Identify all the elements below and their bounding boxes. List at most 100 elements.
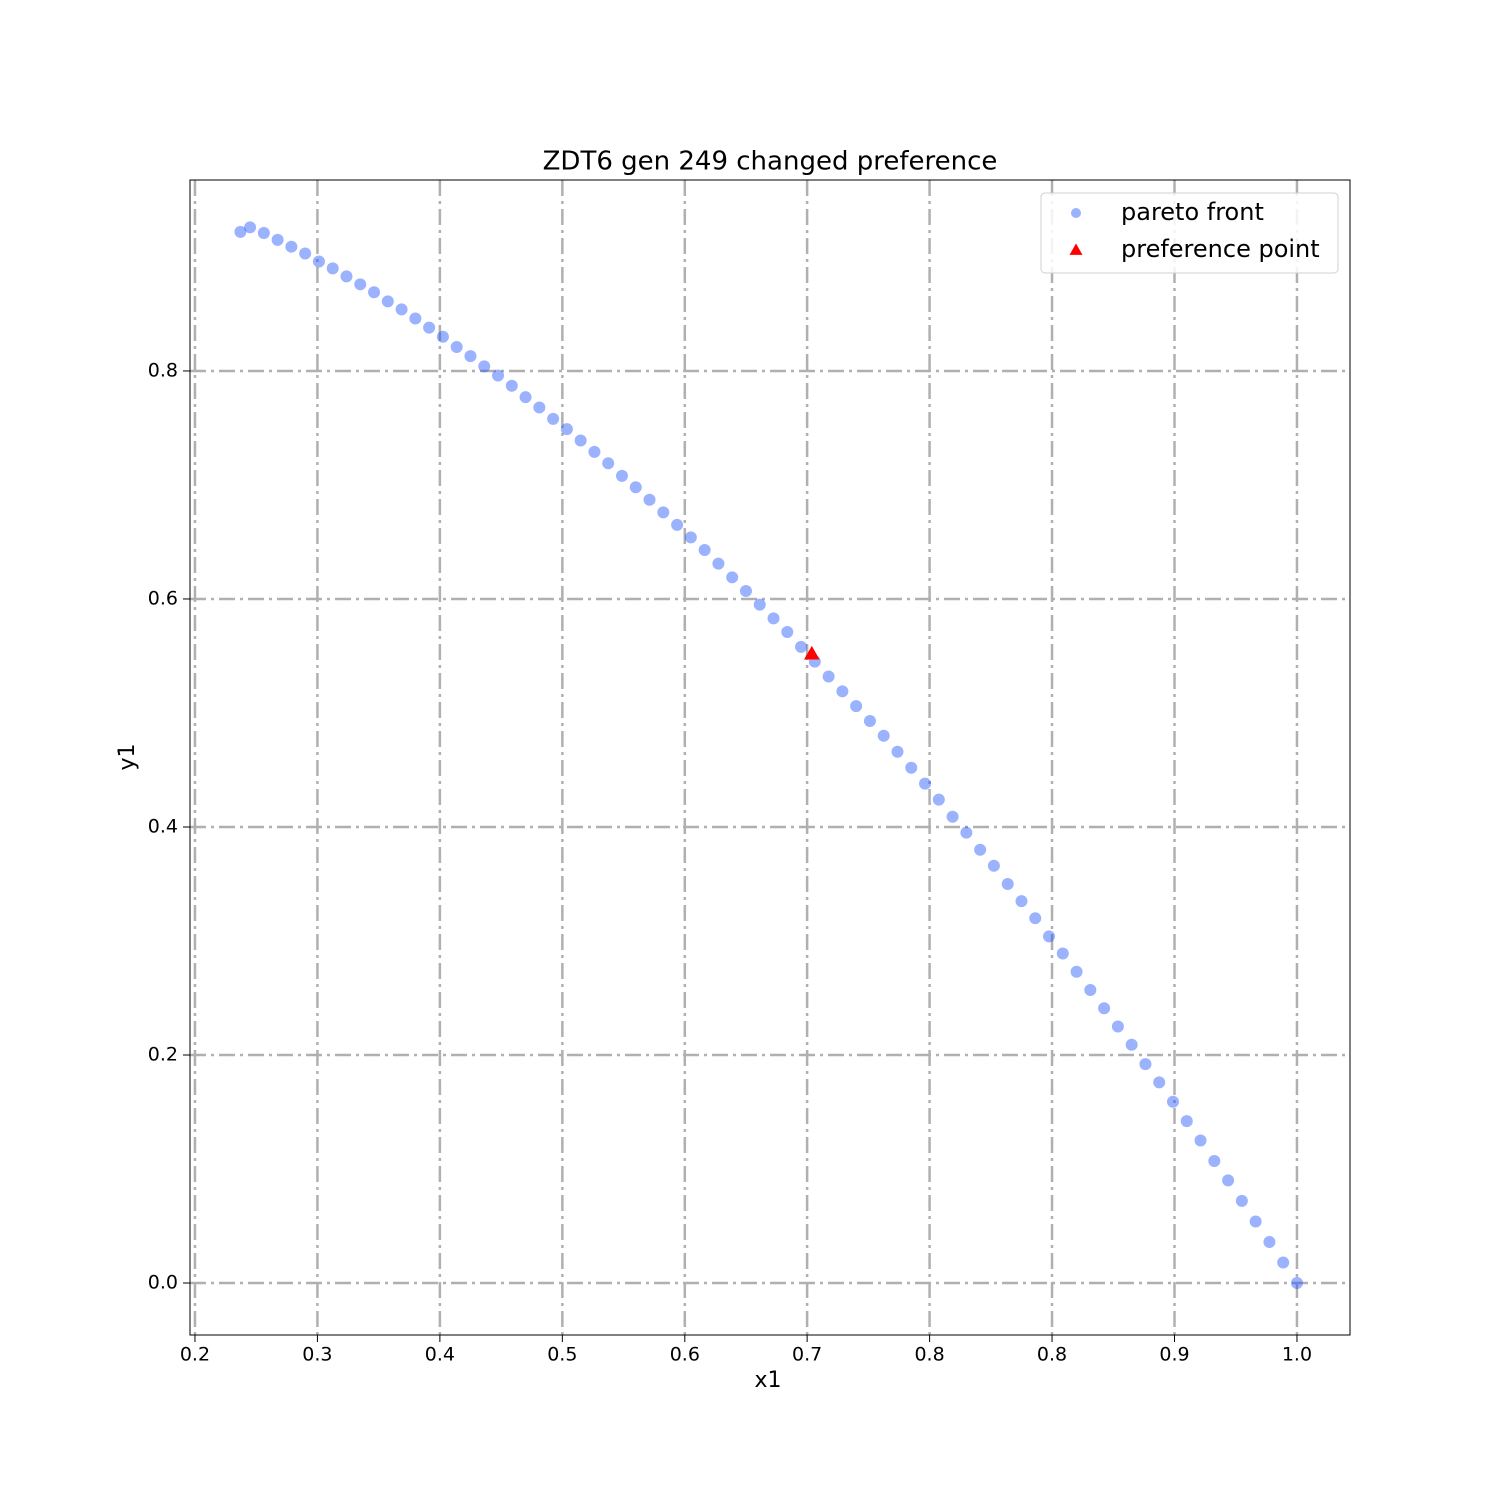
point [657, 506, 670, 519]
triangle-marker [804, 645, 820, 660]
point [671, 518, 684, 531]
point [395, 303, 408, 316]
legend-marker [1069, 243, 1083, 255]
x-tick-label: 1.0 [1282, 1344, 1312, 1366]
point [1139, 1058, 1152, 1071]
legend-box [1040, 192, 1339, 274]
point [1194, 1134, 1207, 1147]
point [1084, 984, 1097, 997]
point [492, 369, 505, 382]
point [285, 240, 298, 253]
point [684, 531, 697, 544]
point [1111, 1020, 1124, 1033]
point [767, 612, 780, 625]
x-tick-label: 0.8 [914, 1344, 944, 1366]
point [850, 700, 863, 713]
point [1043, 930, 1056, 943]
x-tick-label: 0.7 [792, 1344, 822, 1366]
point [257, 227, 270, 240]
point [326, 262, 339, 275]
point [409, 312, 422, 325]
point [795, 640, 808, 653]
point [891, 745, 904, 758]
point [1153, 1076, 1166, 1089]
point [574, 434, 587, 447]
point [698, 543, 711, 556]
x-tick-label: 0.5 [547, 1344, 577, 1366]
point [946, 810, 959, 823]
point [919, 777, 932, 790]
point [381, 295, 394, 308]
y-tick-label: 0.8 [148, 359, 178, 381]
x-tick-label: 0.2 [180, 1344, 210, 1366]
legend: pareto front preference point [1040, 192, 1339, 274]
point [712, 557, 725, 570]
x-axis-label: x1 [754, 1368, 781, 1393]
point [877, 729, 890, 742]
point [822, 670, 835, 683]
x-tick-label: 0.8 [1037, 1344, 1067, 1366]
point [312, 255, 325, 268]
point [340, 270, 353, 283]
y-tick-label: 0.0 [148, 1272, 178, 1294]
y-tick-label: 0.4 [148, 815, 178, 837]
point [436, 330, 449, 343]
point [478, 360, 491, 373]
point [1208, 1155, 1221, 1168]
point [1098, 1002, 1111, 1015]
point [905, 761, 918, 774]
point [726, 571, 739, 584]
point [1015, 895, 1028, 908]
point [1263, 1235, 1276, 1248]
point [1222, 1174, 1235, 1187]
point [1180, 1115, 1193, 1128]
x-tick-label: 0.6 [670, 1344, 700, 1366]
x-tick-label: 0.4 [425, 1344, 455, 1366]
point [753, 598, 766, 611]
y-tick-label: 0.2 [148, 1044, 178, 1066]
point [1029, 912, 1042, 925]
point [863, 714, 876, 727]
point [244, 221, 257, 234]
x-tick-label: 0.9 [1159, 1344, 1189, 1366]
legend-label: pareto front [1121, 198, 1264, 226]
point [533, 401, 546, 414]
legend-marker [1071, 208, 1081, 218]
point [739, 584, 752, 597]
point [271, 233, 284, 246]
chart-title: ZDT6 gen 249 changed preference [543, 147, 998, 177]
point [1235, 1194, 1248, 1207]
point [781, 626, 794, 639]
point [643, 493, 656, 506]
point [1249, 1215, 1262, 1228]
point [505, 379, 518, 392]
plot-frame [189, 179, 1351, 1336]
point [234, 225, 247, 238]
point [1277, 1256, 1290, 1269]
point [450, 341, 463, 354]
point [932, 793, 945, 806]
point [615, 469, 628, 482]
point [1290, 1277, 1303, 1290]
y-axis-label: y1 [115, 743, 140, 770]
point [1070, 965, 1083, 978]
y-tick-label: 0.6 [148, 587, 178, 609]
point [464, 350, 477, 363]
point [588, 445, 601, 458]
point [960, 826, 973, 839]
point [1125, 1038, 1138, 1051]
point [368, 286, 381, 299]
point [519, 391, 532, 404]
point [629, 481, 642, 494]
point [836, 685, 849, 698]
point [423, 321, 436, 334]
point [560, 423, 573, 436]
point [547, 412, 560, 425]
point [354, 278, 367, 291]
point [602, 457, 615, 470]
point [987, 859, 1000, 872]
x-tick-label: 0.3 [302, 1344, 332, 1366]
point [299, 247, 312, 260]
point [1001, 877, 1014, 890]
